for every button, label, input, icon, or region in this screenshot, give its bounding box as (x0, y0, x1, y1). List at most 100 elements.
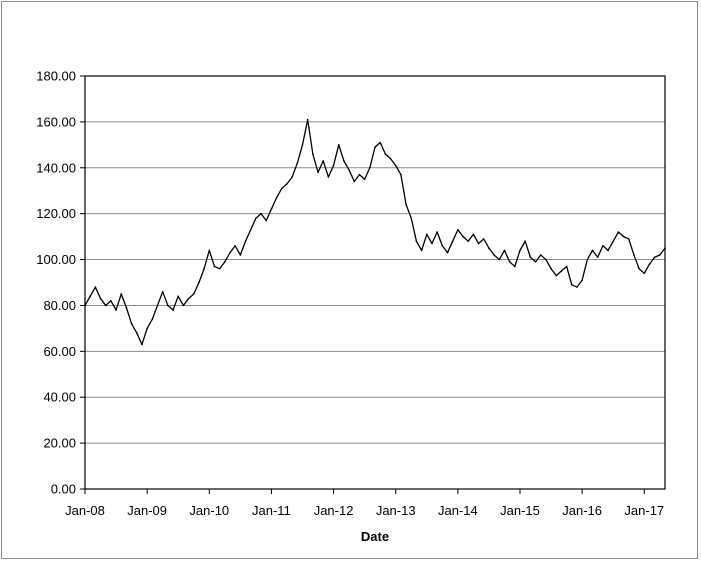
data-point (519, 249, 521, 252)
x-tick-label: Jan-14 (438, 503, 478, 518)
data-point (260, 212, 262, 215)
x-tick-label: Jan-08 (65, 503, 105, 518)
data-point (560, 270, 563, 272)
y-tick-label: 80.00 (43, 298, 76, 313)
data-point (389, 157, 392, 160)
data-point (312, 153, 314, 155)
gridlines (80, 75, 665, 490)
y-tick-label: 20.00 (43, 436, 76, 451)
data-point (550, 267, 552, 270)
data-point (441, 244, 444, 247)
data-point (451, 240, 454, 242)
data-point (363, 178, 366, 181)
data-point (539, 254, 542, 256)
x-tick-label: Jan-15 (500, 503, 540, 518)
data-point (400, 173, 402, 176)
data-point (120, 293, 123, 295)
data-point (488, 247, 490, 249)
data-point (84, 304, 86, 307)
data-point (508, 261, 511, 263)
data-point (177, 295, 180, 298)
data-point (555, 274, 558, 277)
data-point (394, 164, 397, 167)
data-point (255, 217, 257, 220)
data-point (301, 144, 304, 146)
data-point (384, 153, 387, 155)
data-point (265, 219, 268, 222)
data-point (110, 300, 112, 302)
data-point (602, 244, 604, 247)
data-point (327, 176, 330, 178)
data-point (462, 235, 464, 238)
x-tick-label: Jan-12 (314, 503, 354, 518)
data-point (653, 256, 656, 259)
data-point (296, 162, 299, 164)
data-point (270, 208, 273, 210)
data-point (322, 160, 325, 162)
data-point (280, 187, 283, 190)
data-point (591, 249, 594, 252)
data-point (493, 254, 495, 256)
data-point (498, 258, 501, 261)
data-point (503, 249, 506, 252)
data-point (348, 169, 350, 171)
data-point (249, 228, 252, 231)
data-point (431, 242, 433, 245)
data-point (239, 254, 242, 256)
data-point (545, 258, 547, 261)
data-point (224, 261, 226, 263)
data-point (534, 261, 537, 263)
data-point (203, 267, 205, 270)
data-point (622, 235, 625, 238)
plot-area (84, 75, 666, 490)
data-point (586, 258, 589, 261)
data-point (182, 304, 185, 307)
data-point (353, 180, 356, 183)
data-point (472, 233, 475, 236)
data-point (467, 240, 470, 242)
x-tick-label: Jan-16 (562, 503, 602, 518)
data-point (130, 323, 133, 325)
y-tick-label: 120.00 (36, 206, 76, 221)
data-point (436, 231, 438, 233)
y-tick-label: 40.00 (43, 390, 76, 405)
data-point (161, 290, 164, 293)
data-point (607, 249, 609, 252)
x-tick-label: Jan-11 (252, 503, 291, 518)
data-point (659, 254, 661, 256)
data-point (420, 249, 423, 252)
y-tick-label: 140.00 (36, 160, 76, 175)
data-point (94, 286, 97, 288)
data-point (244, 240, 247, 242)
x-tick-label: Jan-10 (189, 503, 229, 518)
data-point (374, 146, 376, 148)
data-point (415, 240, 418, 242)
data-point (146, 327, 148, 330)
data-point (369, 166, 371, 169)
x-tick-marks (84, 489, 645, 494)
data-point (187, 297, 190, 300)
y-tick-label: 160.00 (36, 114, 76, 129)
data-point (141, 343, 143, 346)
data-point (446, 251, 449, 254)
data-point (104, 304, 107, 307)
data-point (167, 304, 169, 307)
data-point (405, 203, 407, 206)
data-point (317, 171, 319, 174)
data-point (477, 242, 480, 245)
y-tick-label: 180.00 (36, 69, 76, 84)
data-point (286, 183, 288, 185)
data-point (648, 263, 651, 265)
x-axis-title: Date (361, 529, 389, 544)
y-tick-label: 100.00 (36, 252, 76, 267)
data-point (524, 240, 526, 242)
data-point (213, 265, 216, 268)
data-point (343, 160, 345, 162)
data-point (115, 309, 117, 311)
data-point (643, 272, 646, 275)
data-point (612, 240, 615, 242)
x-tick-label: Jan-09 (127, 503, 167, 518)
data-point (638, 267, 640, 270)
series-layer (84, 118, 666, 346)
